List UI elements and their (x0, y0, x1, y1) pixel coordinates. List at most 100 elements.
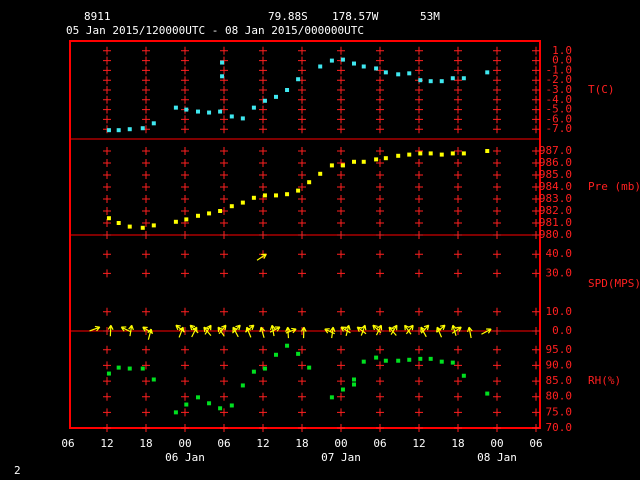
grid-plus (298, 207, 306, 215)
wind-arrow (344, 324, 351, 337)
grid-plus (181, 46, 189, 55)
point (274, 352, 278, 357)
point (407, 71, 412, 76)
grid-plus (259, 105, 267, 114)
grid-plus (103, 408, 111, 417)
grid-plus (532, 56, 540, 65)
grid-plus (493, 56, 501, 65)
point (262, 98, 267, 103)
point (296, 188, 301, 193)
grid-plus (532, 377, 540, 386)
x-tick-label: 00 (178, 437, 191, 450)
grid-plus (493, 392, 501, 401)
grid-plus (103, 207, 111, 215)
grid-plus (103, 231, 111, 239)
grid-plus (142, 207, 150, 215)
grid-plus (337, 147, 345, 155)
point (418, 356, 423, 361)
wind-arrow (451, 324, 457, 336)
grid-plus (103, 171, 111, 179)
y-tick-label: 85.0 (546, 374, 573, 387)
grid-plus (181, 345, 189, 354)
point (116, 221, 121, 225)
grid-plus (103, 76, 111, 85)
grid-plus (415, 408, 423, 417)
point (396, 358, 401, 363)
grid-plus (337, 125, 345, 134)
wind-arrow (107, 324, 114, 337)
grid-plus (298, 147, 306, 155)
grid-plus (454, 207, 462, 215)
wind-arrow (269, 326, 281, 333)
grid-plus (259, 207, 267, 215)
y-tick-label: 90.0 (546, 358, 573, 371)
grid-plus (142, 56, 150, 65)
grid-plus (415, 86, 423, 94)
grid-plus (376, 195, 384, 203)
grid-plus (298, 159, 306, 167)
grid-plus (376, 183, 384, 191)
grid-plus (532, 361, 540, 370)
grid-plus (298, 269, 306, 278)
point (240, 116, 245, 121)
grid-plus (259, 86, 267, 94)
grid-plus (454, 95, 462, 104)
y-tick-label: 980.0 (539, 228, 572, 241)
point (461, 76, 466, 81)
grid-plus (493, 307, 501, 316)
grid-plus (337, 95, 345, 104)
grid-plus (181, 207, 189, 215)
y-tick-label: -5.0 (546, 103, 573, 116)
grid-plus (142, 231, 150, 239)
grid-plus (142, 183, 150, 191)
x-tick-label: 06 (529, 437, 542, 450)
grid-plus (337, 66, 345, 75)
grid-plus (142, 307, 150, 316)
point (151, 121, 156, 126)
grid-plus (142, 171, 150, 179)
point (439, 359, 444, 364)
grid-plus (220, 46, 228, 55)
grid-plus (493, 250, 501, 259)
wind-arrow (178, 326, 185, 338)
grid-plus (337, 269, 345, 278)
grid-plus (142, 147, 150, 155)
grid-plus (376, 231, 384, 239)
grid-plus (181, 195, 189, 203)
grid-plus (298, 377, 306, 386)
grid-plus (493, 46, 501, 55)
grid-plus (532, 115, 540, 124)
latitude: 79.88S (268, 10, 308, 23)
x-tick-label: 06 (373, 437, 386, 450)
point (450, 76, 455, 81)
grid-plus (298, 219, 306, 227)
grid-plus (103, 307, 111, 316)
point (485, 149, 490, 153)
grid-plus (532, 86, 540, 94)
grid-plus (493, 115, 501, 124)
grid-plus (415, 183, 423, 191)
grid-plus (415, 392, 423, 401)
point (274, 193, 278, 198)
grid-plus (532, 95, 540, 104)
grid-plus (415, 195, 423, 203)
wind-arrow (128, 324, 134, 337)
grid-plus (103, 105, 111, 114)
grid-plus (493, 183, 501, 191)
grid-plus (220, 125, 228, 134)
point (329, 58, 334, 63)
point (318, 171, 323, 176)
grid-plus (376, 76, 384, 85)
grid-plus (298, 392, 306, 401)
grid-plus (532, 307, 540, 316)
grid-plus (220, 219, 228, 227)
point (207, 401, 212, 406)
point (285, 343, 290, 348)
grid-plus (103, 159, 111, 167)
grid-plus (532, 76, 540, 85)
grid-plus (142, 345, 150, 354)
x-tick-label: 00 (490, 437, 503, 450)
date-label: 06 Jan (165, 451, 205, 464)
grid-plus (259, 219, 267, 227)
grid-plus (181, 392, 189, 401)
